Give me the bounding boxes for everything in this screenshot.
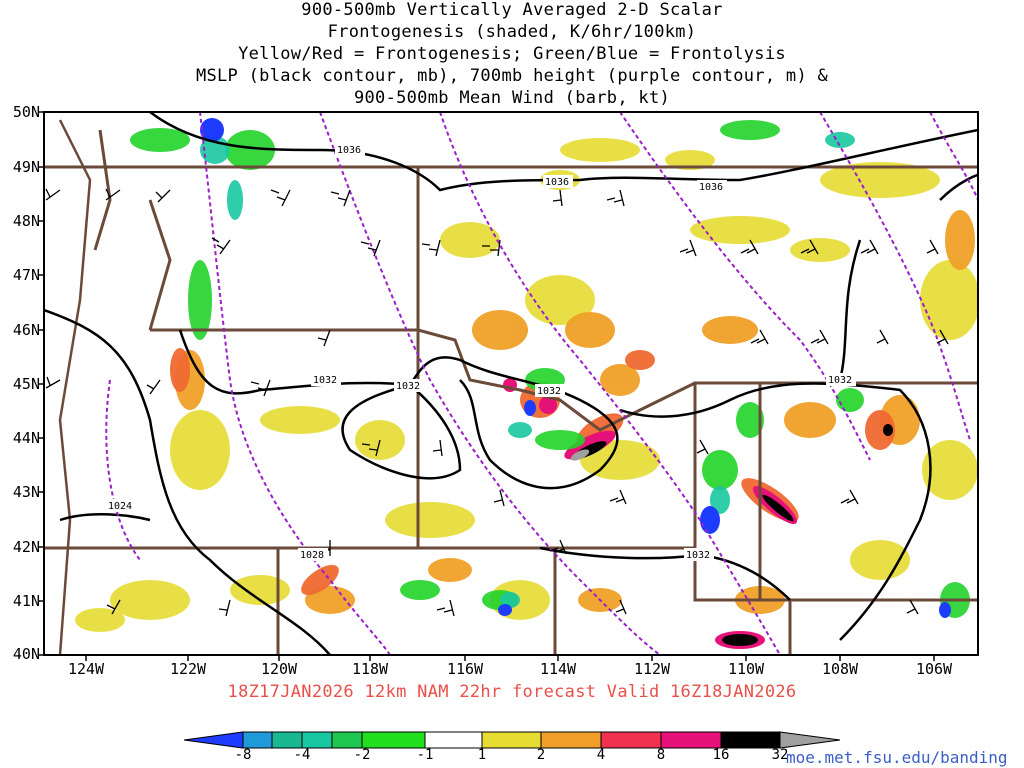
colorbar-label: -2 <box>353 747 371 763</box>
colorbar-label: 1 <box>477 747 487 763</box>
isobar-label: 1036 <box>335 143 365 156</box>
valid-time-line: 18Z17JAN2026 12km NAM 22hr forecast Vali… <box>227 682 797 702</box>
isobar-label: 1032 <box>311 373 341 386</box>
svg-text:1032: 1032 <box>828 375 852 386</box>
isobar-labels: 1036 1036 1036 1032 1032 1032 1032 1032 … <box>106 143 856 561</box>
colorbar-cell-4 <box>331 731 363 749</box>
lat-label: 46N <box>12 321 40 339</box>
colorbar-cell-7 <box>481 731 542 749</box>
axis-ticks <box>38 111 935 661</box>
colorbar-label: 8 <box>656 747 666 763</box>
lon-label: 116W <box>446 660 484 678</box>
isobar-label: 1032 <box>826 373 856 386</box>
isobar-label: 1032 <box>535 384 565 397</box>
lon-label: 114W <box>539 660 577 678</box>
svg-text:1036: 1036 <box>545 177 569 188</box>
lat-label: 50N <box>12 103 40 121</box>
title-line-2: Frontogenesis (shaded, K/6hr/100km) <box>327 22 697 42</box>
lat-label: 48N <box>12 212 40 230</box>
colorbar <box>183 731 841 749</box>
lon-label: 110W <box>727 660 765 678</box>
lat-label: 41N <box>12 592 40 610</box>
colorbar-label: 4 <box>596 747 606 763</box>
svg-text:1036: 1036 <box>699 182 723 193</box>
map-area: 1036 1036 1036 1032 1032 1032 1032 1032 … <box>44 112 978 655</box>
colorbar-cell-12 <box>779 731 841 749</box>
colorbar-cell-1 <box>242 731 273 749</box>
colorbar-label: -8 <box>234 747 252 763</box>
lon-label: 124W <box>67 660 105 678</box>
colorbar-cell-9 <box>600 731 662 749</box>
colorbar-cell-11 <box>720 731 781 749</box>
colorbar-cell-8 <box>540 731 602 749</box>
lon-label: 118W <box>351 660 389 678</box>
isobar-label: 1036 <box>697 180 727 193</box>
colorbar-label: 16 <box>712 747 730 763</box>
lon-label: 120W <box>260 660 298 678</box>
title-line-4: MSLP (black contour, mb), 700mb height (… <box>195 66 829 86</box>
height-contours <box>105 112 978 655</box>
isobar-label: 1032 <box>684 548 714 561</box>
svg-text:1028: 1028 <box>300 550 324 561</box>
lat-label: 43N <box>12 483 40 501</box>
title-line-5: 900-500mb Mean Wind (barb, kt) <box>353 88 671 108</box>
svg-text:1032: 1032 <box>537 386 561 397</box>
svg-text:1032: 1032 <box>686 550 710 561</box>
svg-text:1032: 1032 <box>396 381 420 392</box>
isobar-label: 1032 <box>394 379 424 392</box>
lon-label: 122W <box>169 660 207 678</box>
mslp-contours <box>44 112 978 655</box>
colorbar-cell-5 <box>361 731 426 749</box>
title-line-3: Yellow/Red = Frontogenesis; Green/Blue =… <box>238 44 786 64</box>
lat-label: 42N <box>12 538 40 556</box>
lon-label: 112W <box>633 660 671 678</box>
colorbar-label: -4 <box>293 747 311 763</box>
wind-barbs <box>45 188 949 617</box>
lat-label: 49N <box>12 158 40 176</box>
svg-text:1032: 1032 <box>313 375 337 386</box>
title-line-1: 900-500mb Vertically Averaged 2-D Scalar <box>301 0 723 20</box>
lon-label: 106W <box>915 660 953 678</box>
lon-label: 108W <box>821 660 859 678</box>
colorbar-label: 32 <box>771 747 789 763</box>
colorbar-label: -1 <box>416 747 434 763</box>
svg-text:1036: 1036 <box>337 145 361 156</box>
colorbar-label: 2 <box>536 747 546 763</box>
isobar-label: 1024 <box>106 499 136 512</box>
colorbar-cell-10 <box>660 731 722 749</box>
colorbar-cell-3 <box>301 731 333 749</box>
colorbar-cell-0 <box>183 731 244 749</box>
isobar-label: 1036 <box>543 175 573 188</box>
lat-label: 45N <box>12 375 40 393</box>
colorbar-cell-6 <box>424 731 483 749</box>
svg-text:1024: 1024 <box>108 501 132 512</box>
lat-label: 44N <box>12 429 40 447</box>
isobar-label: 1028 <box>298 548 328 561</box>
source-url-link[interactable]: moe.met.fsu.edu/banding <box>786 748 1008 767</box>
lat-label: 47N <box>12 266 40 284</box>
lat-label: 40N <box>12 645 40 663</box>
colorbar-cell-2 <box>271 731 303 749</box>
